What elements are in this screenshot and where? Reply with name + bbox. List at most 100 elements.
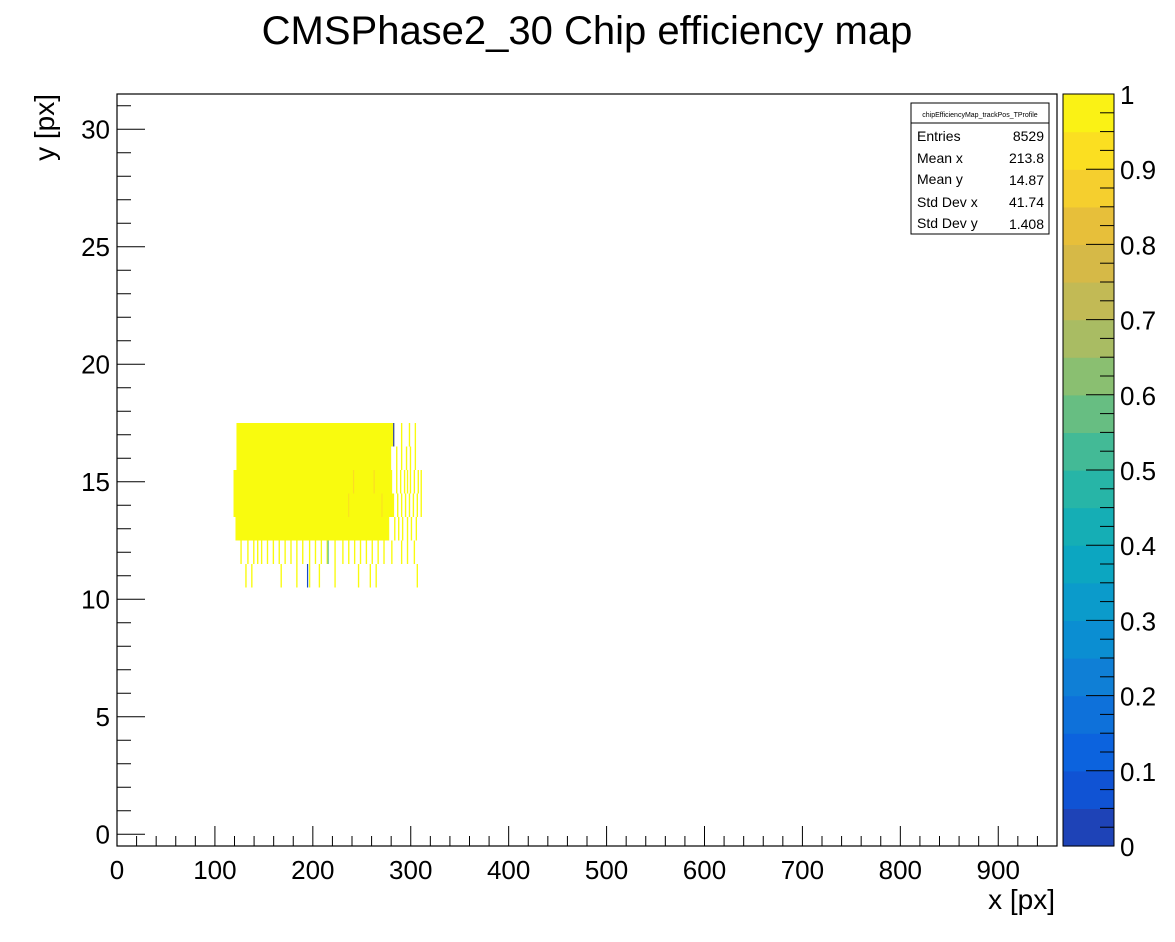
heatmap-cell bbox=[406, 470, 409, 494]
heatmap-cell bbox=[365, 540, 368, 564]
stats-box: chipEfficiencyMap_trackPos_TProfile Entr… bbox=[910, 102, 1050, 235]
heatmap-cell bbox=[352, 470, 355, 494]
x-tick-label: 900 bbox=[977, 855, 1020, 885]
heatmap-cell bbox=[420, 470, 422, 494]
heatmap-cell bbox=[409, 470, 412, 494]
heatmap-row-block bbox=[236, 423, 395, 447]
heatmap-cell bbox=[334, 564, 336, 588]
color-bar-tick-label: 0.1 bbox=[1120, 757, 1156, 787]
heatmap-cell bbox=[404, 493, 407, 517]
heatmap-cell bbox=[412, 493, 415, 517]
heatmap-cells bbox=[233, 423, 422, 588]
heatmap-cell bbox=[397, 493, 399, 517]
heatmap-cell bbox=[391, 540, 393, 564]
color-bar-tick-label: 0.5 bbox=[1120, 456, 1156, 486]
stats-mean-x-value: 213.8 bbox=[1009, 150, 1044, 166]
x-tick-label: 0 bbox=[110, 855, 124, 885]
heatmap-cell bbox=[348, 493, 350, 517]
heatmap-cell bbox=[393, 423, 395, 447]
heatmap-cell bbox=[342, 540, 344, 564]
x-tick-label: 400 bbox=[487, 855, 530, 885]
heatmap-cell bbox=[308, 564, 311, 588]
heatmap-cell bbox=[240, 540, 242, 564]
heatmap-cell bbox=[320, 540, 323, 564]
y-tick-label: 30 bbox=[81, 114, 110, 144]
heatmap-cell bbox=[415, 517, 418, 541]
color-scale-bar: 0 0.1 0.2 0.3 0.4 0.5 0.6 0.7 0.8 0.9 1 bbox=[1062, 80, 1156, 862]
heatmap-cell bbox=[377, 540, 379, 564]
heatmap-cell bbox=[383, 540, 385, 564]
y-tick-label: 10 bbox=[81, 584, 110, 614]
heatmap-cell bbox=[348, 540, 350, 564]
heatmap-cell bbox=[396, 470, 398, 494]
y-axis: 0 5 10 15 20 25 30 bbox=[81, 105, 145, 849]
heatmap-cell bbox=[308, 540, 311, 564]
heatmap-cell bbox=[369, 564, 371, 588]
heatmap-row-block bbox=[233, 493, 395, 517]
color-bar-tick-label: 0.7 bbox=[1120, 306, 1156, 336]
color-bar-tick-label: 0.4 bbox=[1120, 531, 1156, 561]
stats-box-frame bbox=[910, 102, 1050, 235]
stats-stddev-y-label: Std Dev y bbox=[917, 215, 978, 231]
heatmap-cell bbox=[398, 517, 400, 541]
heatmap-cell bbox=[396, 446, 398, 470]
heatmap-cell bbox=[410, 517, 413, 541]
y-tick-label: 25 bbox=[81, 232, 110, 262]
heatmap-cell bbox=[359, 540, 362, 564]
heatmap-cell bbox=[406, 517, 409, 541]
x-tick-label: 600 bbox=[683, 855, 726, 885]
heatmap-cell bbox=[381, 493, 383, 517]
heatmap-cell bbox=[314, 540, 317, 564]
color-bar-tick-label: 0.3 bbox=[1120, 606, 1156, 636]
heatmap-cell bbox=[253, 540, 255, 564]
x-tick-label: 700 bbox=[781, 855, 824, 885]
heatmap-cell bbox=[247, 540, 249, 564]
stats-mean-x-label: Mean x bbox=[917, 150, 963, 166]
y-tick-label: 0 bbox=[96, 819, 110, 849]
heatmap-cell bbox=[251, 564, 253, 588]
heatmap-cell bbox=[413, 540, 416, 564]
heatmap-cell bbox=[409, 446, 412, 470]
stats-mean-y-value: 14.87 bbox=[1009, 172, 1044, 188]
heatmap-cell bbox=[318, 564, 321, 588]
stats-entries-value: 8529 bbox=[1013, 128, 1044, 144]
heatmap-cell bbox=[400, 493, 403, 517]
heatmap-cell bbox=[373, 470, 375, 494]
x-tick-label: 500 bbox=[585, 855, 628, 885]
heatmap-cell bbox=[414, 423, 417, 447]
heatmap-cell bbox=[413, 470, 416, 494]
heatmap-cell bbox=[272, 540, 275, 564]
x-tick-label: 300 bbox=[389, 855, 432, 885]
color-bar-tick-label: 1 bbox=[1120, 80, 1134, 110]
stats-stddev-y-value: 1.408 bbox=[1009, 216, 1044, 232]
x-tick-label: 200 bbox=[291, 855, 334, 885]
heatmap-cell bbox=[420, 493, 422, 517]
x-axis: 0 100 200 300 400 500 600 700 800 900 bbox=[110, 826, 1058, 885]
heatmap-cell bbox=[414, 446, 417, 470]
heatmap-cell bbox=[405, 446, 408, 470]
heatmap-cell bbox=[266, 540, 269, 564]
y-tick-label: 5 bbox=[96, 702, 110, 732]
heatmap-cell bbox=[280, 564, 282, 588]
heatmap-cell bbox=[260, 540, 263, 564]
heatmap-cell bbox=[327, 540, 329, 564]
heatmap-row-block bbox=[233, 470, 393, 494]
heatmap-cell bbox=[375, 564, 377, 588]
heatmap-cell bbox=[334, 540, 336, 564]
color-bar-tick-label: 0 bbox=[1120, 832, 1134, 862]
heatmap-cell bbox=[284, 540, 286, 564]
stats-box-name: chipEfficiencyMap_trackPos_TProfile bbox=[922, 112, 1038, 119]
heatmap-cell bbox=[408, 423, 411, 447]
x-tick-label: 100 bbox=[193, 855, 236, 885]
heatmap-cell bbox=[406, 540, 409, 564]
heatmap-cell bbox=[403, 470, 406, 494]
heatmap-cell bbox=[400, 446, 403, 470]
heatmap-row-block bbox=[235, 517, 390, 541]
heatmap-cell bbox=[394, 517, 396, 541]
heatmap-cell bbox=[399, 470, 402, 494]
heatmap-cell bbox=[353, 540, 356, 564]
heatmap-row-block bbox=[236, 446, 392, 470]
y-axis-label: y [px] bbox=[29, 94, 60, 161]
stats-mean-y-label: Mean y bbox=[917, 171, 963, 187]
